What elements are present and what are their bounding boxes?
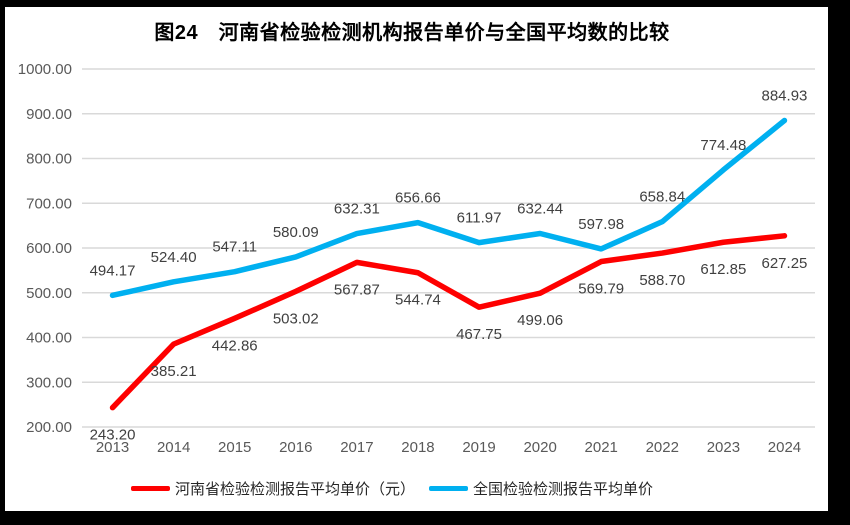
henan-series-data-label: 499.06 [517, 312, 563, 329]
henan-series-data-label: 588.70 [639, 272, 685, 289]
x-axis-tick-label: 2016 [279, 439, 312, 456]
y-axis-tick-label: 400.00 [26, 330, 72, 347]
x-axis-tick-label: 2015 [218, 439, 251, 456]
henan-series-data-label: 544.74 [395, 292, 441, 309]
y-axis-tick-label: 600.00 [26, 240, 72, 257]
national-series-data-label: 632.44 [517, 200, 563, 217]
national-series-data-label: 774.48 [700, 137, 746, 154]
national-series-data-label: 547.11 [212, 239, 257, 256]
x-axis-tick-label: 2014 [157, 439, 190, 456]
national-series-data-label: 580.09 [273, 224, 319, 241]
national-series-data-label: 597.98 [578, 216, 624, 233]
national-series-data-label: 656.66 [395, 190, 441, 207]
frame-top-bar [0, 0, 850, 7]
x-axis-tick-label: 2017 [340, 439, 373, 456]
henan-series-data-label: 467.75 [456, 326, 502, 343]
x-axis-tick-label: 2022 [646, 439, 679, 456]
y-axis-tick-label: 800.00 [26, 151, 72, 168]
y-axis-tick-label: 1000.00 [18, 61, 72, 78]
henan-series-label: 河南省检验检测报告平均单价（元） [174, 480, 415, 498]
national-series-line [109, 117, 788, 299]
legend-item-national: 全国检验检测报告平均单价 [429, 478, 653, 499]
henan-series-line [109, 233, 788, 411]
legend-item-henan: 河南省检验检测报告平均单价（元） [130, 478, 415, 499]
chart-title: 图24 河南省检验检测机构报告单价与全国平均数的比较 [154, 22, 670, 44]
national-series-data-label: 632.31 [334, 201, 380, 218]
henan-series-swatch [130, 485, 170, 491]
x-axis-tick-label: 2020 [523, 439, 556, 456]
y-axis-tick-label: 900.00 [26, 106, 72, 123]
national-series-label: 全国检验检测报告平均单价 [473, 480, 654, 498]
x-axis-tick-label: 2013 [96, 439, 129, 456]
legend: 河南省检验检测报告平均单价（元） 全国检验检测报告平均单价 [0, 477, 784, 499]
x-axis-tick-label: 2018 [401, 439, 434, 456]
henan-series-data-label: 385.21 [151, 363, 197, 380]
henan-series-data-label: 243.20 [90, 427, 136, 444]
henan-series-data-label: 569.79 [578, 281, 624, 298]
national-series-data-label: 524.40 [151, 249, 197, 266]
henan-series-data-label: 503.02 [273, 310, 319, 327]
henan-series-data-label: 442.86 [212, 337, 258, 354]
x-axis-tick-label: 2024 [768, 439, 801, 456]
national-series-data-label: 611.97 [457, 210, 502, 227]
x-axis-tick-label: 2023 [707, 439, 740, 456]
x-axis-tick-label: 2019 [462, 439, 495, 456]
frame-bottom-bar [0, 511, 850, 525]
national-series-data-label: 884.93 [762, 87, 808, 104]
henan-series-data-label: 567.87 [334, 281, 380, 298]
y-axis-tick-label: 700.00 [26, 195, 72, 212]
y-axis-tick-label: 300.00 [26, 374, 72, 391]
national-series-data-label: 494.17 [90, 262, 136, 279]
frame-left-bar [0, 0, 5, 512]
frame-right-bar [828, 0, 850, 525]
x-axis-tick-label: 2021 [585, 439, 618, 456]
y-axis-tick-label: 200.00 [26, 419, 72, 436]
national-series-data-label: 658.84 [639, 189, 685, 206]
y-axis-tick-label: 500.00 [26, 285, 72, 302]
henan-series-data-label: 627.25 [762, 255, 808, 272]
national-series-swatch [429, 485, 468, 491]
henan-series-data-label: 612.85 [700, 261, 746, 278]
